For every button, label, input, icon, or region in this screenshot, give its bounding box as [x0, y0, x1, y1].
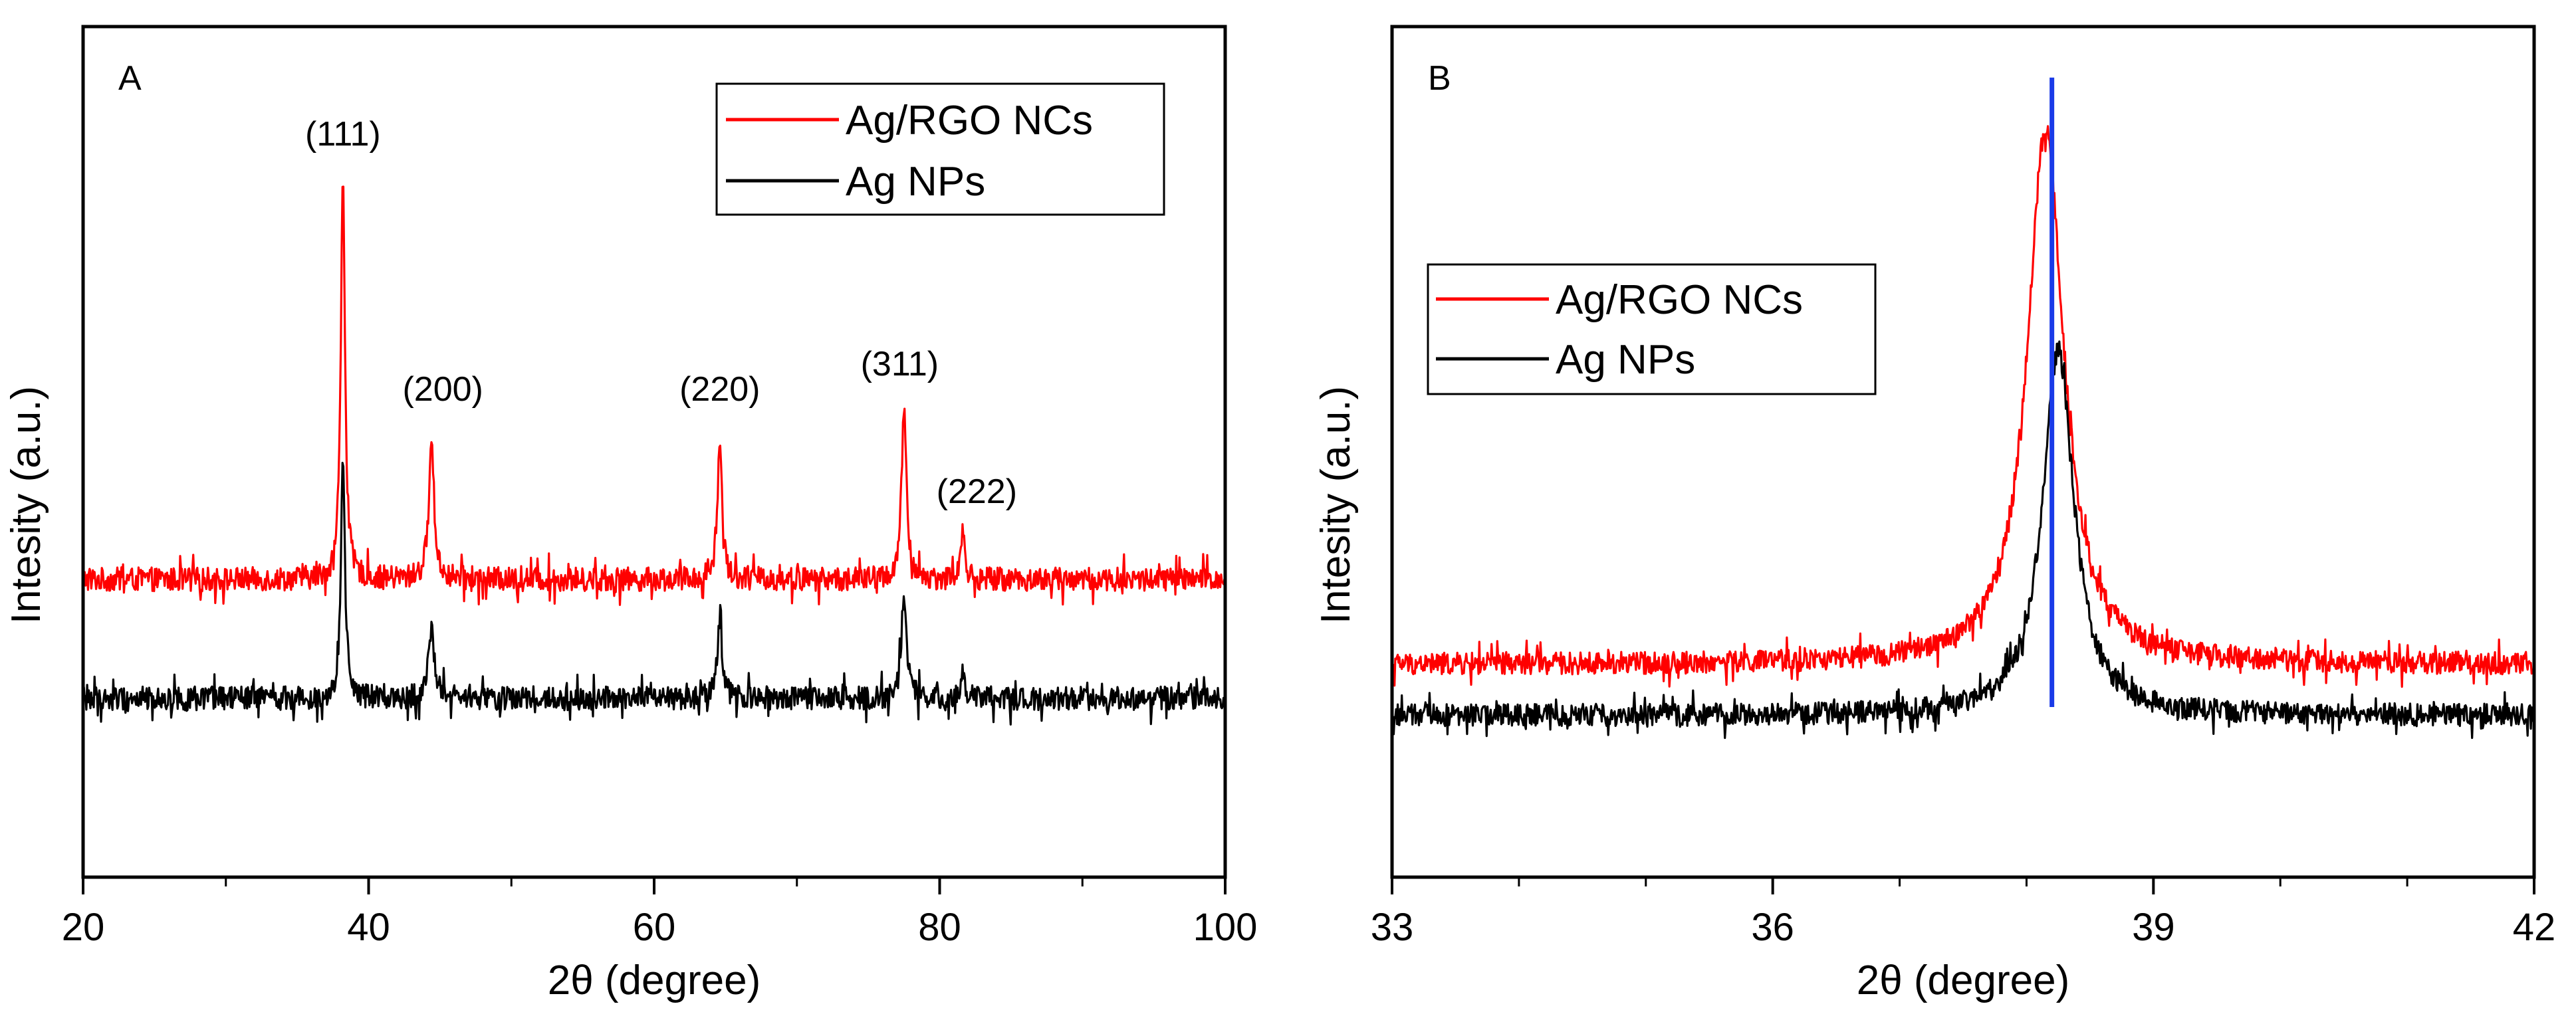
panel-a: (111)(200) (220)(311)(222) 20 40 60 80 100 A … — [3, 25, 1258, 1003]
panel-a-legend-label-agnps: Ag NPs — [846, 159, 985, 205]
panel-a-peak-label: (222) — [937, 472, 1017, 511]
panel-b-series-layer — [1391, 125, 2535, 740]
panel-a-legend: Ag/RGO NCs Ag NPs — [715, 82, 1165, 216]
panel-a-x-tick-label: 80 — [918, 906, 961, 949]
panel-a-series-ag-rgo-ncs — [82, 185, 1227, 606]
panel-a-label: A — [118, 59, 142, 98]
panel-b-legend-label-agnps: Ag NPs — [1556, 337, 1695, 383]
panel-b-tick-layer: 33 36 39 42 — [1371, 877, 2556, 949]
panel-a-x-tick-label: 40 — [347, 906, 390, 949]
panel-a-series-ag-nps — [82, 461, 1227, 726]
panel-b-plot-frame — [1390, 25, 2536, 879]
panel-a-peak-label: (200) — [402, 370, 483, 409]
panel-b-x-tick-label: 36 — [1751, 906, 1794, 949]
panel-b-series-ag-rgo-ncs — [1391, 125, 2535, 688]
panel-b: 33 36 39 42 B 2θ (degree) Intesity (a.u.) A… — [1313, 25, 2556, 1003]
panel-b-label: B — [1428, 59, 1451, 98]
panel-a-annotation-layer: (111) (200) (220) (311) (222) — [305, 115, 1017, 511]
panel-a-peak-label: (111) — [305, 115, 381, 154]
panel-a-peak-label: (311) — [861, 345, 939, 383]
panel-b-x-axis-label: 2θ (degree) — [1857, 958, 2070, 1003]
panel-b-legend: Ag/RGO NCs Ag NPs — [1427, 263, 1877, 395]
panel-a-plot-frame — [81, 25, 1227, 879]
panel-a-peak-label: (220) — [679, 370, 760, 409]
panel-a-x-tick-label: 100 — [1193, 906, 1258, 949]
panel-b-legend-box — [1427, 263, 1877, 395]
panel-b-y-axis-label: Intesity (a.u.) — [1313, 386, 1359, 624]
panel-a-tick-layer: 20 40 60 80 100 — [62, 877, 1258, 949]
panel-a-x-axis-label: 2θ (degree) — [548, 958, 761, 1003]
panel-a-x-tick-label: 20 — [62, 906, 105, 949]
panel-a-legend-label-agrgo: Ag/RGO NCs — [846, 98, 1093, 144]
panel-a-legend-box — [715, 82, 1165, 216]
panel-a-series-layer — [82, 185, 1227, 726]
panel-b-x-tick-label: 39 — [2132, 906, 2175, 949]
panel-a-y-axis-label: Intesity (a.u.) — [3, 386, 49, 624]
panel-b-x-tick-label: 33 — [1371, 906, 1414, 949]
panel-a-x-tick-label: 60 — [633, 906, 676, 949]
panel-b-series-ag-nps — [1391, 340, 2535, 740]
panel-b-legend-label-agrgo: Ag/RGO NCs — [1556, 277, 1803, 323]
panel-b-x-tick-label: 42 — [2513, 906, 2556, 949]
